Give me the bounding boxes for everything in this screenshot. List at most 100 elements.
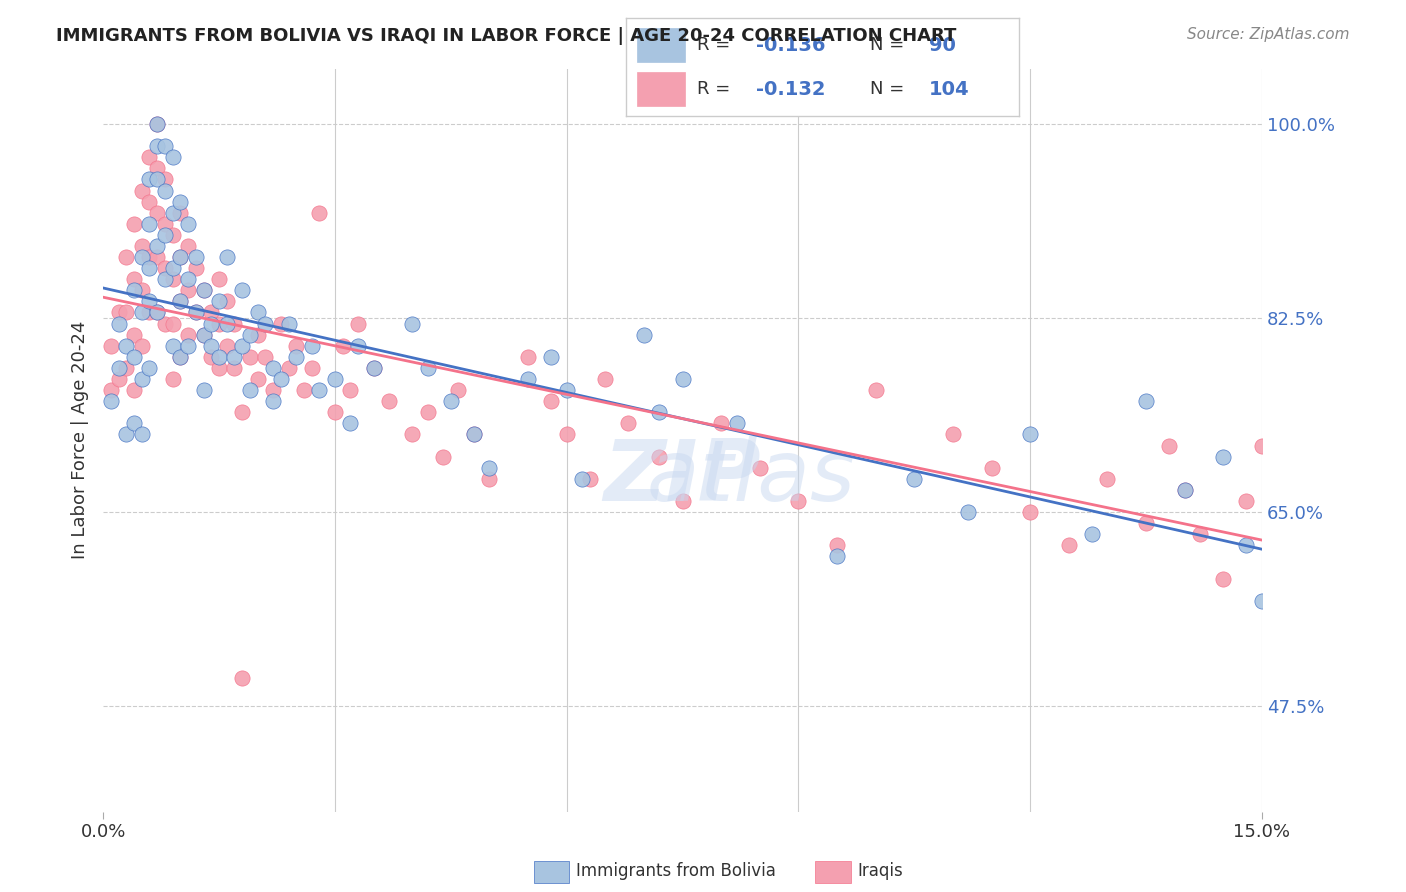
Point <box>671 494 693 508</box>
Point <box>107 372 129 386</box>
Point <box>517 350 540 364</box>
Point <box>571 472 593 486</box>
Point <box>463 427 485 442</box>
Point <box>285 350 308 364</box>
Point <box>262 360 284 375</box>
Text: R =: R = <box>696 37 735 54</box>
Point <box>177 217 200 231</box>
Point <box>617 417 640 431</box>
Point <box>193 383 215 397</box>
Point <box>246 305 269 319</box>
Point <box>1236 494 1258 508</box>
Point <box>1135 516 1157 531</box>
Point <box>246 327 269 342</box>
Point <box>555 427 578 442</box>
Point <box>122 283 145 297</box>
Point <box>100 339 122 353</box>
Text: -0.136: -0.136 <box>755 36 825 54</box>
Point <box>224 350 246 364</box>
Point <box>146 117 169 131</box>
Point <box>1135 394 1157 409</box>
Point <box>942 427 965 442</box>
Point <box>239 350 262 364</box>
Point <box>131 239 153 253</box>
Point <box>478 472 501 486</box>
Point <box>1081 527 1104 541</box>
Point <box>138 194 160 209</box>
Point <box>146 205 169 219</box>
Point <box>184 305 207 319</box>
Point <box>162 227 184 242</box>
Point <box>787 494 810 508</box>
Point <box>153 217 176 231</box>
Point <box>138 305 160 319</box>
Point <box>177 339 200 353</box>
Point <box>177 327 200 342</box>
Point <box>122 217 145 231</box>
Point <box>339 417 361 431</box>
Point <box>957 505 980 519</box>
Point <box>153 272 176 286</box>
Point <box>270 372 292 386</box>
Point <box>138 150 160 164</box>
Point <box>138 250 160 264</box>
Point <box>122 272 145 286</box>
Point <box>748 460 770 475</box>
Point <box>107 317 129 331</box>
Point <box>138 261 160 276</box>
Point <box>301 339 323 353</box>
Point <box>131 250 153 264</box>
Point <box>153 172 176 186</box>
Point <box>146 172 169 186</box>
Point <box>146 305 169 319</box>
Point <box>208 360 231 375</box>
Point <box>363 360 385 375</box>
Point <box>903 472 925 486</box>
Text: R =: R = <box>696 80 735 98</box>
Text: -0.132: -0.132 <box>755 80 825 99</box>
Point <box>200 350 222 364</box>
Point <box>224 317 246 331</box>
Point <box>1251 594 1274 608</box>
Point <box>215 250 238 264</box>
Point <box>825 549 848 564</box>
Point <box>401 317 423 331</box>
Point <box>208 272 231 286</box>
Point <box>578 472 600 486</box>
Point <box>193 327 215 342</box>
Point <box>540 394 562 409</box>
Point <box>231 405 253 419</box>
Point <box>323 372 346 386</box>
Point <box>447 383 470 397</box>
Point <box>1236 538 1258 552</box>
Point <box>146 250 169 264</box>
Point <box>138 217 160 231</box>
Point <box>122 417 145 431</box>
Point <box>1265 615 1288 630</box>
Point <box>332 339 354 353</box>
Point <box>146 139 169 153</box>
Point <box>363 360 385 375</box>
Point <box>115 339 138 353</box>
Point <box>169 250 191 264</box>
Point <box>231 283 253 297</box>
Point <box>169 350 191 364</box>
Point <box>146 161 169 176</box>
Point <box>463 427 485 442</box>
Point <box>208 294 231 309</box>
Text: atlas: atlas <box>510 435 855 518</box>
Point <box>162 372 184 386</box>
Point <box>254 350 277 364</box>
Y-axis label: In Labor Force | Age 20-24: In Labor Force | Age 20-24 <box>72 321 89 559</box>
Point <box>555 383 578 397</box>
Text: Iraqis: Iraqis <box>858 863 904 880</box>
Point <box>1289 460 1312 475</box>
Point <box>162 261 184 276</box>
Point <box>1251 439 1274 453</box>
Text: N =: N = <box>870 80 910 98</box>
Point <box>270 317 292 331</box>
Bar <box>637 28 685 62</box>
Point <box>200 339 222 353</box>
Point <box>208 350 231 364</box>
Point <box>231 339 253 353</box>
